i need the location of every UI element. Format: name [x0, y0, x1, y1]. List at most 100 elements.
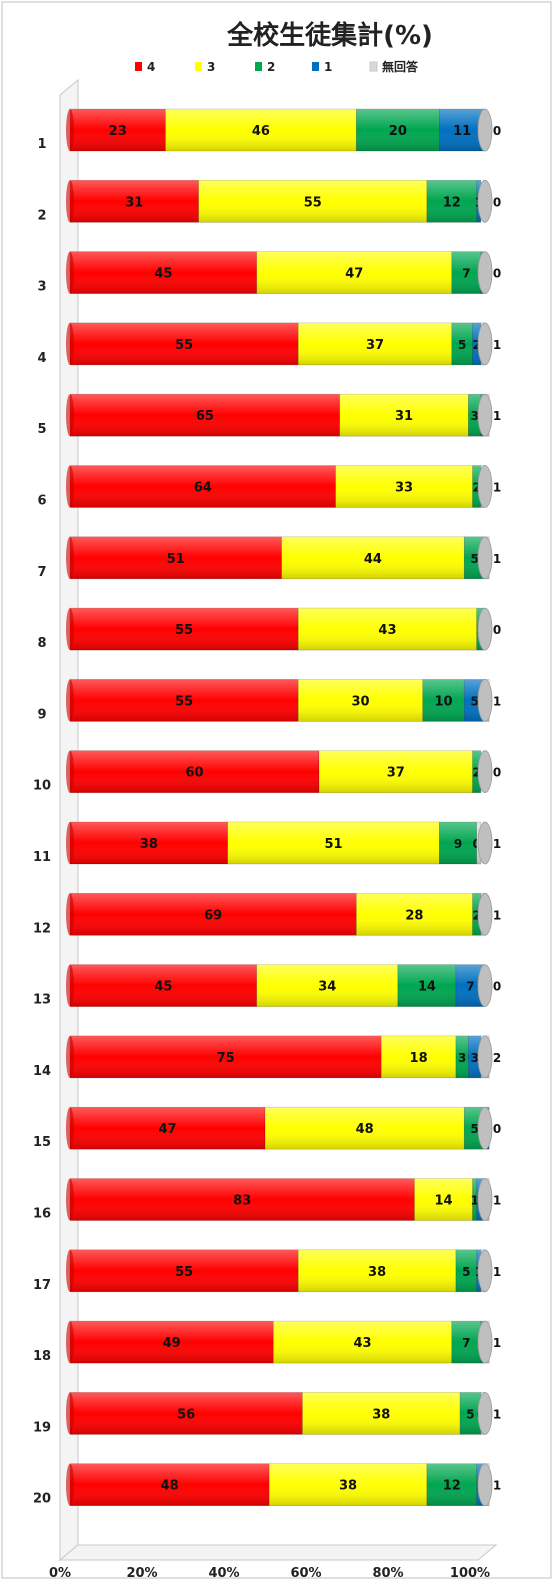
x-tick-label: 100% — [450, 1566, 490, 1580]
bar-segment-shading — [265, 1107, 465, 1150]
data-label: 3 — [458, 1051, 466, 1065]
bar-segment-shading — [70, 394, 340, 437]
bar-end-cap — [477, 679, 493, 722]
bar-segment-shading — [298, 322, 452, 365]
data-label: 7 — [462, 267, 470, 281]
bar-segment-shading — [70, 608, 299, 651]
bar-segment-shading — [472, 893, 481, 936]
bar-start-cap — [66, 1321, 74, 1364]
bar-segment-shading — [70, 1107, 266, 1150]
bar-segment-shading — [70, 1178, 415, 1221]
y-tick-label: 3 — [37, 280, 46, 295]
bar-segment-shading — [451, 251, 481, 294]
bar-segment-shading — [468, 394, 481, 437]
bar-row: 4748510 — [66, 1106, 501, 1150]
data-label: 43 — [378, 623, 396, 638]
bar-row: 23 46 20 11 0 — [66, 108, 501, 152]
data-label: 55 — [175, 338, 193, 353]
legend-label: 4 — [147, 60, 155, 74]
bar-segment-shading — [298, 1249, 456, 1292]
bar-end-cap — [477, 1106, 493, 1150]
data-label: 28 — [405, 908, 423, 923]
bar-segment-shading — [298, 608, 477, 651]
data-label: 31 — [395, 409, 413, 424]
y-tick-label: 16 — [33, 1207, 51, 1222]
bar-segment-shading — [70, 180, 199, 223]
bar-segment-shading — [439, 109, 485, 151]
bar-segment-shading — [70, 822, 228, 864]
x-axis-ticks: 0% 20% 40% 60% 80% 100% — [49, 1566, 490, 1580]
data-label: 1 — [493, 837, 501, 851]
data-label: 1 — [493, 694, 501, 708]
data-label: 45 — [154, 267, 172, 282]
data-label: 10 — [434, 694, 452, 709]
data-label: 75 — [217, 1051, 235, 1066]
bar-segment-shading — [426, 1463, 477, 1506]
bar-segment-shading — [451, 1321, 481, 1364]
bar-end-cap — [477, 1463, 493, 1507]
bar-segment-shading — [472, 1178, 477, 1221]
bar-row: 48381221 — [66, 1463, 501, 1507]
bar-segment-shading — [356, 893, 473, 936]
data-label: 5 — [470, 694, 478, 708]
y-tick-label: 15 — [33, 1135, 51, 1150]
legend-label: 3 — [207, 60, 215, 74]
bar-segment-shading — [472, 750, 481, 793]
bar-end-cap — [477, 179, 493, 223]
data-label: 49 — [163, 1336, 181, 1351]
data-label: 11 — [453, 124, 471, 139]
y-tick-label: 13 — [33, 993, 51, 1008]
y-tick-label: 8 — [37, 636, 46, 651]
bar-end-cap — [477, 1035, 493, 1079]
data-label: 5 — [470, 552, 478, 566]
data-label: 1 — [493, 481, 501, 495]
legend-label: 2 — [267, 60, 275, 74]
data-label: 65 — [196, 409, 214, 424]
data-label: 18 — [410, 1051, 428, 1066]
bar-row: 55 30 10 5 1 — [66, 679, 501, 722]
bar-start-cap — [66, 1178, 74, 1221]
bar-start-cap — [66, 893, 74, 936]
bar-end-cap — [477, 821, 493, 865]
data-label: 37 — [366, 338, 384, 353]
data-label: 0 — [493, 623, 501, 637]
x-tick-label: 20% — [126, 1566, 157, 1580]
data-label: 23 — [109, 124, 127, 139]
bar-segment-shading — [302, 1392, 461, 1435]
bar-segment-shading — [70, 1321, 274, 1364]
bar-row: 6433201 — [66, 465, 501, 508]
bar-row: 31551210 — [66, 179, 501, 223]
bar-end-cap — [477, 607, 493, 651]
bar-start-cap — [66, 1249, 74, 1292]
bar-segment-shading — [414, 1178, 473, 1221]
bar-start-cap — [66, 1107, 74, 1150]
bar-segment-shading — [70, 1392, 303, 1435]
data-label: 1 — [493, 1407, 501, 1421]
y-tick-label: 5 — [37, 422, 46, 437]
bar-end-cap — [477, 964, 493, 1007]
data-label: 55 — [175, 1265, 193, 1280]
data-label: 3 — [470, 1051, 478, 1065]
y-tick-label: 1 — [37, 137, 46, 152]
bar-segment-shading — [455, 1249, 477, 1292]
legend: 4 3 2 1 無回答 — [135, 59, 419, 74]
data-label: 48 — [356, 1122, 374, 1137]
x-tick-label: 40% — [208, 1566, 239, 1580]
data-label: 2 — [473, 338, 481, 352]
bar-segment-shading — [472, 465, 481, 508]
data-label: 38 — [368, 1265, 386, 1280]
bar-row: 45 34 14 7 0 — [66, 964, 501, 1007]
data-label: 2 — [493, 1051, 501, 1065]
bar-start-cap — [66, 750, 74, 793]
bar-end-cap — [477, 393, 493, 437]
bar-row: 6928201 — [66, 892, 501, 936]
y-tick-label: 14 — [33, 1064, 51, 1079]
bar-segment-shading — [335, 465, 473, 508]
bar-segment-shading — [281, 536, 465, 579]
y-tick-label: 19 — [33, 1420, 51, 1435]
bar-segment-shading — [298, 679, 423, 722]
bar-row: 5543200 — [66, 607, 501, 651]
bars: 2346201103155121045477105537521653131164… — [66, 108, 501, 1507]
